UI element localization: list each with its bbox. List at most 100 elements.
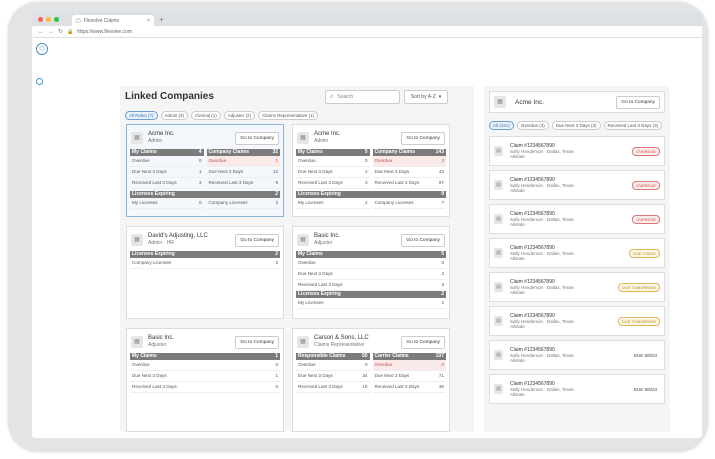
stat-row[interactable]: Received Last 3 Days 16	[296, 382, 370, 393]
filter-adjuster[interactable]: Adjuster (2)	[223, 111, 256, 120]
stat-row[interactable]: Received Last 3 Days 36	[372, 382, 446, 393]
claim-item[interactable]: ▤ Claim #1234567890 Sally Henderson · Dall…	[489, 340, 665, 370]
company-card[interactable]: ▦ Acme Inc. Admin Go to Company My Claims…	[292, 124, 450, 217]
chevron-down-icon: ▾	[438, 94, 442, 100]
stat-label: Company Licenses	[208, 200, 248, 205]
header-label: Licenses Expiring	[132, 191, 175, 197]
stat-value: 43	[438, 169, 444, 174]
stat-row[interactable]: Company Licenses 2	[130, 258, 280, 269]
stat-value: 9	[275, 180, 278, 185]
header-label: Company Claims	[208, 149, 250, 155]
browser-tab[interactable]: ▢ Flexolve Claims ×	[72, 15, 154, 26]
close-window-icon[interactable]	[38, 16, 43, 22]
company-card[interactable]: ▦ Basic Inc. Adjuster Go to Company My Cl…	[126, 328, 284, 432]
claim-number: Claim #1234567890	[510, 176, 555, 183]
stat-value: 0	[275, 384, 278, 389]
claim-item[interactable]: ▤ Claim #1234567890 Sally Henderson · Dall…	[489, 170, 665, 200]
stat-row[interactable]: My Licenses 2	[296, 198, 370, 209]
search-input[interactable]: ⌕ Search	[325, 90, 400, 104]
forward-icon[interactable]: →	[48, 28, 54, 35]
stat-row[interactable]: Received Last 3 Days 3	[296, 280, 446, 291]
stat-row[interactable]: Overdue 0	[296, 258, 446, 269]
maximize-window-icon[interactable]	[54, 16, 59, 22]
stat-row[interactable]: Overdue 1	[206, 156, 280, 167]
claim-item[interactable]: ▤ Claim #1234567890 Sally Henderson · Dall…	[489, 306, 665, 336]
claim-item[interactable]: ▤ Claim #1234567890 Sally Henderson · Dall…	[489, 272, 665, 302]
company-card[interactable]: ▦ Acme Inc. Admin Go to Company My Claims…	[126, 124, 284, 217]
stat-label: Overdue	[132, 362, 150, 367]
stat-row[interactable]: Overdue 0	[130, 156, 204, 167]
stat-row[interactable]: Due Next 3 Days 12	[206, 167, 280, 178]
stat-row[interactable]: My Licenses 2	[296, 298, 446, 309]
stat-row[interactable]: Company Licenses 7	[372, 198, 446, 209]
stat-value: 3	[441, 282, 444, 287]
filter-all-roles[interactable]: All Roles (7)	[125, 111, 158, 120]
go-to-company-button[interactable]: Go to Company	[235, 335, 279, 349]
tab-overdue[interactable]: Overdue (3)	[516, 121, 549, 130]
claim-item[interactable]: ▤ Claim #1234567890 Sally Henderson · Dall…	[489, 136, 665, 166]
stat-row[interactable]: Overdue 0	[296, 360, 370, 371]
header-count: 1	[275, 353, 278, 359]
stat-label: My Licenses	[132, 200, 158, 205]
company-name: Acme Inc.	[148, 131, 175, 137]
settings-icon[interactable]	[36, 78, 43, 85]
claim-status-badge: DUE TOMORROW	[617, 282, 660, 292]
minimize-window-icon[interactable]	[46, 16, 51, 22]
stat-row[interactable]: Due Next 3 Days 1	[130, 371, 280, 382]
claim-item[interactable]: ▤ Claim #1234567890 Sally Henderson · Dall…	[489, 204, 665, 234]
go-to-company-button[interactable]: Go to Company	[235, 233, 279, 247]
go-to-company-button[interactable]: Go to Company	[235, 131, 279, 145]
claim-status-badge: DUE 9/8/23	[633, 386, 657, 392]
stat-row[interactable]: Due Next 3 Days 71	[372, 371, 446, 382]
logo-icon[interactable]: ◇	[36, 43, 48, 55]
stat-row[interactable]: My Licenses 0	[130, 198, 204, 209]
new-tab-icon[interactable]: +	[159, 14, 164, 24]
stat-row[interactable]: Due Next 3 Days 34	[296, 371, 370, 382]
stat-row[interactable]: Received Last 3 Days 3	[296, 178, 370, 189]
stat-row[interactable]: Due Next 3 Days 1	[130, 167, 204, 178]
favicon-icon: ▢	[76, 17, 81, 24]
stat-row[interactable]: Due Next 3 Days 2	[296, 269, 446, 280]
claim-item[interactable]: ▤ Claim #1234567890 Sally Henderson · Dall…	[489, 374, 665, 404]
go-to-company-button[interactable]: Go to Company	[401, 131, 445, 145]
header-count: 50	[361, 353, 368, 359]
tab-all[interactable]: All (421)	[489, 121, 514, 130]
company-card[interactable]: ▦ Basic Inc. Adjuster Go to Company My Cl…	[292, 226, 450, 319]
company-card[interactable]: ▦ David's Adjusting, LLC Admin - HR Go to…	[126, 226, 284, 319]
go-to-company-button[interactable]: Go to Company	[401, 335, 445, 349]
stat-row[interactable]: Received Last 3 Days 9	[206, 178, 280, 189]
filter-admin[interactable]: Admin (3)	[160, 111, 189, 120]
url-field[interactable]: https://www.flexolve.com	[77, 28, 133, 35]
filter-claims-representative[interactable]: Claims Representative (1)	[258, 111, 319, 120]
stat-label: Overdue	[374, 362, 393, 367]
stat-row[interactable]: Company Licenses 2	[206, 198, 280, 209]
company-role: Admin	[314, 138, 329, 144]
claim-claimant: Sally Henderson · Dallas, Texas	[510, 182, 574, 188]
stat-row[interactable]: Overdue 0	[130, 360, 280, 371]
stat-label: Received Last 3 Days	[132, 384, 177, 389]
go-to-company-button[interactable]: Go to Company	[401, 233, 445, 247]
tab-due-next-3-days[interactable]: Due Next 3 Days (3)	[551, 121, 601, 130]
stat-row[interactable]: Received Last 3 Days 97	[372, 178, 446, 189]
close-tab-icon[interactable]: ×	[147, 17, 150, 24]
stat-row[interactable]: Overdue 0	[296, 156, 370, 167]
document-icon: ▤	[494, 384, 503, 394]
go-to-company-button[interactable]: Go to Company	[616, 95, 660, 109]
stat-row[interactable]: Overdue 0	[372, 360, 446, 371]
tab-received-last-3-days[interactable]: Received Last 3 Days (3)	[603, 121, 663, 130]
reload-icon[interactable]: ↻	[58, 29, 64, 35]
stat-row[interactable]: Due Next 3 Days 2	[296, 167, 370, 178]
building-icon: ▦	[131, 336, 143, 348]
stat-label: Received Last 3 Days	[132, 180, 177, 185]
claim-item[interactable]: ▤ Claim #1234567890 Sally Henderson · Dall…	[489, 238, 665, 268]
sort-select[interactable]: Sort by A-Z ▾	[404, 90, 448, 104]
claim-number: Claim #1234567890	[510, 380, 555, 387]
company-card[interactable]: ▦ Carson & Sons, LLC Claims Representativ…	[292, 328, 450, 432]
stat-row[interactable]: Due Next 3 Days 43	[372, 167, 446, 178]
filter-clerical[interactable]: Clerical (1)	[191, 111, 221, 120]
back-icon[interactable]: ←	[38, 28, 44, 35]
stat-row[interactable]: Received Last 3 Days 0	[130, 382, 280, 393]
stat-row[interactable]: Overdue 3	[372, 156, 446, 167]
device-frame: ▢ Flexolve Claims × + ← → ↻ 🔒 https://ww…	[8, 2, 708, 452]
stat-row[interactable]: Received Last 3 Days 3	[130, 178, 204, 189]
